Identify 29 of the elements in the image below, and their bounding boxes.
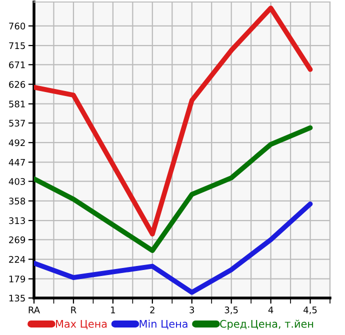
y-tick-label: 179 xyxy=(9,276,26,282)
x-tick-label: 3 xyxy=(190,306,194,314)
y-tick-label: 581 xyxy=(9,100,25,108)
y-tick-label: 715 xyxy=(9,42,25,50)
x-tick-label: R xyxy=(71,306,76,314)
y-tick-label: 224 xyxy=(9,256,26,263)
y-tick-label: 135 xyxy=(9,294,25,302)
x-tick-label: 4 xyxy=(268,306,274,314)
y-tick-label: 358 xyxy=(9,198,26,204)
y-tick-label: 537 xyxy=(9,120,25,127)
x-tick-label: 3,5 xyxy=(224,306,238,314)
line-series xyxy=(34,202,313,295)
legend-label: Сред.Цена, т.йен xyxy=(220,320,314,330)
y-tick-label: 492 xyxy=(8,139,25,146)
y-tick-label: 403 xyxy=(8,178,25,185)
y-tick-label: 447 xyxy=(8,159,25,166)
line-series xyxy=(34,6,313,236)
x-tick-label: 2 xyxy=(150,306,154,314)
x-tick-label: 4,5 xyxy=(304,306,317,314)
y-tick-label: 671 xyxy=(9,61,25,68)
y-tick-label: 760 xyxy=(9,22,26,30)
y-tick-label: 269 xyxy=(9,236,26,244)
x-tick-label: RA xyxy=(28,306,40,314)
legend-label: Min Цена xyxy=(140,320,188,330)
legend-label: Max Цена xyxy=(56,320,107,330)
y-tick-label: 313 xyxy=(9,217,25,224)
y-tick-label: 626 xyxy=(9,81,26,88)
x-tick-label: 1 xyxy=(111,306,115,314)
line-series xyxy=(34,125,313,253)
